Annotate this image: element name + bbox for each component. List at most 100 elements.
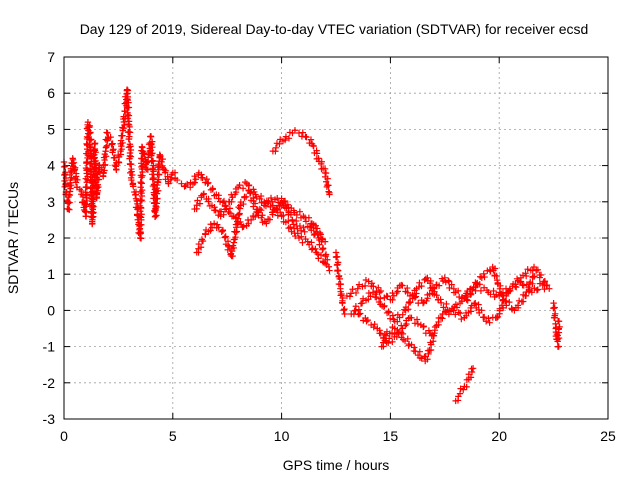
data-point: [62, 181, 69, 188]
data-point: [314, 231, 321, 238]
y-tick-label: 7: [47, 49, 55, 65]
data-point: [341, 310, 348, 318]
data-point: [433, 292, 440, 299]
data-point: [427, 277, 434, 285]
data-point: [516, 279, 524, 286]
data-point: [240, 223, 247, 230]
data-point: [138, 186, 146, 194]
data-point: [300, 224, 307, 231]
data-point: [450, 307, 457, 314]
data-point: [531, 273, 538, 280]
data-point: [66, 188, 74, 195]
data-point: [199, 237, 207, 245]
data-point: [192, 176, 199, 183]
data-point: [389, 312, 397, 319]
data-point: [137, 204, 145, 211]
data-point: [95, 176, 102, 183]
data-point: [82, 183, 90, 191]
data-point: [452, 301, 460, 308]
data-point: [219, 226, 226, 234]
data-point: [394, 326, 401, 334]
series-middle-curve: [191, 178, 333, 274]
data-point: [61, 177, 68, 185]
data-point: [115, 159, 123, 166]
series-arc-hump: [269, 127, 333, 198]
x-tick-label: 5: [169, 428, 177, 444]
data-point: [124, 96, 131, 104]
data-point: [232, 224, 240, 231]
data-point: [220, 211, 227, 218]
data-point: [288, 228, 295, 235]
data-point: [207, 227, 214, 234]
data-point: [251, 200, 259, 207]
data-point: [229, 242, 237, 249]
series-lower-curve: [193, 186, 331, 263]
data-point: [437, 299, 445, 307]
data-point: [363, 318, 370, 325]
data-point: [110, 154, 118, 162]
data-point: [322, 169, 330, 177]
data-point: [435, 282, 443, 289]
data-point: [529, 267, 536, 274]
data-point: [377, 287, 385, 295]
data-point: [543, 282, 550, 289]
data-point: [91, 158, 98, 165]
data-point: [127, 146, 135, 154]
data-point: [303, 133, 310, 141]
data-point: [88, 213, 95, 220]
data-point: [445, 277, 452, 284]
data-point: [497, 282, 504, 290]
data-point: [205, 179, 212, 186]
data-point: [314, 250, 321, 258]
data-point: [364, 316, 371, 324]
data-point: [178, 180, 185, 187]
data-point: [89, 214, 96, 221]
data-point: [118, 146, 125, 153]
series-drop-cluster: [332, 249, 348, 318]
data-point: [276, 140, 283, 148]
data-point: [148, 150, 155, 157]
data-point: [126, 141, 134, 148]
data-point: [200, 190, 208, 197]
data-point: [523, 288, 530, 296]
data-point: [285, 135, 293, 142]
data-point: [310, 224, 317, 232]
data-point: [224, 246, 231, 254]
data-point: [365, 278, 372, 285]
data-point: [385, 309, 392, 316]
data-point: [399, 330, 407, 338]
data-point: [233, 228, 241, 235]
data-point: [440, 304, 447, 311]
data-point: [191, 172, 198, 180]
data-point: [522, 272, 530, 280]
data-point: [478, 274, 485, 282]
data-point: [365, 289, 373, 297]
data-point: [469, 286, 476, 293]
axes: 0 5 10 15 20 25 -3 -2 -1 0 1 2 3 4 5 6 7: [43, 49, 616, 444]
data-point: [555, 325, 563, 332]
data-point: [474, 279, 481, 287]
data-point: [399, 311, 406, 318]
data-point: [323, 183, 331, 191]
data-point: [239, 185, 247, 192]
data-point: [520, 282, 527, 289]
y-axis-label: SDTVAR / TECUs: [5, 182, 21, 294]
data-point: [287, 223, 294, 231]
data-point: [240, 200, 247, 208]
data-point: [414, 320, 422, 328]
data-point: [246, 189, 254, 197]
data-point: [530, 263, 538, 271]
data-point: [165, 180, 172, 187]
data-point: [132, 191, 139, 199]
data-point: [404, 335, 411, 342]
data-point: [164, 173, 171, 180]
data-point: [322, 252, 329, 260]
data-point: [499, 304, 507, 312]
data-point: [312, 245, 319, 253]
data-point: [264, 200, 271, 207]
data-point: [496, 305, 504, 312]
data-point: [184, 180, 191, 188]
data-point: [413, 316, 421, 323]
data-point: [267, 194, 275, 202]
data-point: [191, 179, 198, 186]
